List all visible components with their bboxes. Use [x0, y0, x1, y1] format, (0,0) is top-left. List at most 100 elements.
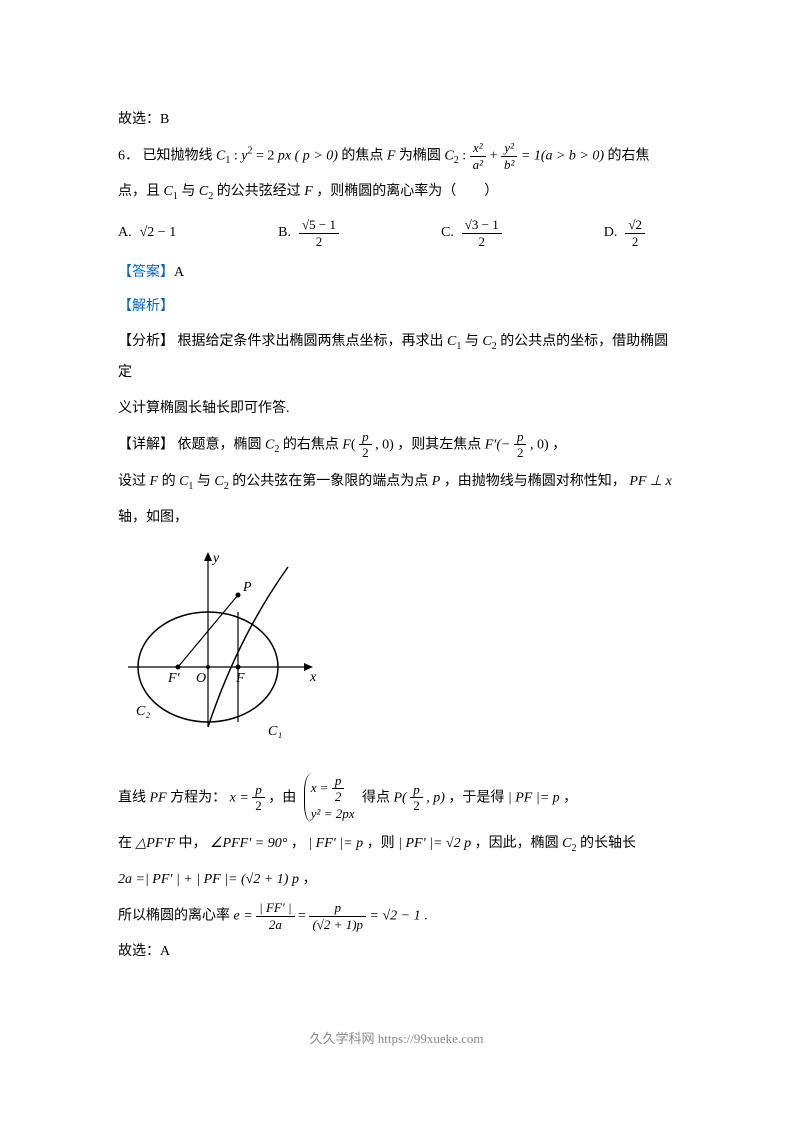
- tri-t1: 在: [118, 836, 132, 851]
- q-l2-c2: C: [199, 184, 208, 199]
- xj-f: F: [342, 437, 351, 452]
- q-l2-f: F: [304, 184, 313, 199]
- fenxi-c2: C: [482, 334, 491, 349]
- q-eq1-cond: ( p > 0): [295, 148, 338, 163]
- q-frac2-den: b²: [501, 157, 517, 173]
- fig-o: O: [196, 671, 206, 686]
- opt-b-den: 2: [299, 234, 339, 250]
- tri-c2-sub: 2: [571, 843, 576, 854]
- xj-f-zero: , 0): [375, 437, 394, 452]
- set-pf: PF ⊥ x: [629, 474, 672, 489]
- xj-f-den: 2: [359, 445, 372, 461]
- q-text1: 已知抛物线: [143, 148, 213, 163]
- ecc-t1: 所以椭圆的离心率: [118, 908, 230, 923]
- eq-frac-num: p: [252, 782, 265, 799]
- q-plus: +: [490, 148, 501, 163]
- ecc-line: 所以椭圆的离心率 e = | FF′ | 2a = p (√2 + 1)p = …: [118, 900, 675, 932]
- xiangjie-line1: 【详解】 依题意，椭圆 C2 的右焦点 F( p 2 , 0) ，则其左焦点 F…: [118, 429, 675, 461]
- fig-fp: F′: [167, 671, 181, 686]
- xj-fp-zero: , 0): [530, 437, 549, 452]
- set-p: P: [432, 474, 441, 489]
- set-t1: 设过: [118, 474, 146, 489]
- ecc-t2: .: [424, 908, 428, 923]
- eq-t1: 直线: [118, 790, 146, 805]
- q-frac1-den: a²: [470, 157, 486, 173]
- set-t2: 的: [162, 474, 176, 489]
- xj-t4: ，: [552, 437, 566, 452]
- set-line: 设过 F 的 C1 与 C2 的公共弦在第一象限的端点为点 P ，由抛物线与椭圆…: [118, 467, 675, 498]
- ecc-f1-den: 2a: [256, 917, 294, 933]
- q-l2-c1: C: [164, 184, 173, 199]
- fig-f: F: [235, 671, 245, 686]
- q-c2: C: [444, 148, 453, 163]
- analysis-label-line: 【解析】: [118, 293, 675, 321]
- axis-line: 轴，如图，: [118, 504, 675, 532]
- q-l2-t4: ，则椭圆的离心率为（ ）: [316, 184, 498, 199]
- q-frac2-num: y²: [501, 140, 517, 157]
- opt-d-num: √2: [625, 217, 645, 234]
- set-t3: 与: [197, 474, 211, 489]
- set-c2-sub: 2: [224, 481, 229, 492]
- fenxi-c1: C: [447, 334, 456, 349]
- q-eq1-sup: 2: [247, 146, 252, 157]
- ecc-e: e =: [234, 908, 257, 923]
- q-text4: 的右焦: [608, 148, 650, 163]
- xj-f-num: p: [359, 429, 372, 446]
- q-l2-t2: 与: [181, 184, 195, 199]
- q-eq2-rhs: = 1(a > b > 0): [521, 148, 604, 163]
- axis-eq: 2a =| PF′ | + | PF |= (√2 + 1) p: [118, 872, 299, 887]
- eq-t3: ，由: [268, 790, 296, 805]
- xj-fp-den: 2: [514, 445, 527, 461]
- system: x = p2 y² = 2px: [304, 773, 355, 823]
- q-l2-t1: 点，且: [118, 184, 160, 199]
- opt-c-den: 2: [462, 234, 502, 250]
- fenxi-t2: 与: [465, 334, 479, 349]
- ecc-eq2: = √2 − 1: [370, 908, 421, 923]
- eq-p-den: 2: [410, 798, 423, 814]
- eq-x: x =: [230, 790, 253, 805]
- option-d: D. √2 2: [604, 217, 645, 249]
- q-frac1-num: x²: [470, 140, 486, 157]
- eq-t4: 得点: [362, 790, 390, 805]
- eq-p: P(: [394, 790, 407, 805]
- option-c: C. √3 − 1 2: [441, 217, 502, 249]
- set-c1: C: [179, 474, 188, 489]
- question-line2: 点，且 C1 与 C2 的公共弦经过 F ，则椭圆的离心率为（ ）: [118, 178, 675, 207]
- eq-frac-den: 2: [252, 798, 265, 814]
- fig-y: y: [211, 551, 220, 566]
- figure-svg: y x P F F′ O C₁ C₂: [118, 547, 318, 747]
- axis-eq-line: 2a =| PF′ | + | PF |= (√2 + 1) p ，: [118, 866, 675, 894]
- prev-answer: 故选：B: [118, 106, 675, 134]
- eq-p-y: , p): [426, 790, 445, 805]
- fig-c2: C₂: [136, 704, 150, 719]
- answer-line: 【答案】A: [118, 259, 675, 287]
- q-number: 6．: [118, 148, 139, 163]
- tri-angle: ∠PFF′ = 90°: [210, 836, 287, 851]
- q-c1: C: [216, 148, 225, 163]
- q-l2-c2-sub: 2: [208, 191, 213, 202]
- opt-b-label: B.: [278, 219, 291, 247]
- q-frac2: y² b²: [501, 140, 517, 172]
- tri-ff: | FF′ |= p: [308, 836, 363, 851]
- final-answer: 故选：A: [118, 938, 675, 966]
- set-f: F: [150, 474, 159, 489]
- opt-c-num: √3 − 1: [462, 217, 502, 234]
- tri-t4: ，则: [367, 836, 395, 851]
- tri-t6: 的长轴长: [580, 836, 636, 851]
- analysis-label: 【解析】: [118, 299, 174, 314]
- footer: 久久学科网 https://99xueke.com: [118, 1026, 675, 1052]
- ecc-eq1: =: [298, 908, 309, 923]
- q-c1-sub: 1: [225, 155, 230, 166]
- opt-a-value: √2 − 1: [140, 219, 177, 247]
- ecc-f2-num: p: [309, 900, 366, 917]
- set-t4: 的公共弦在第一象限的端点为点: [232, 474, 428, 489]
- eq-pf-abs: | PF |= p: [508, 790, 560, 805]
- tri-pff: △PF′F: [136, 836, 179, 851]
- q-colon2: :: [462, 148, 469, 163]
- axis-text: ，: [302, 872, 316, 887]
- fenxi-t1: 根据给定条件求出椭圆两焦点坐标，再求出: [178, 334, 444, 349]
- options-row: A. √2 − 1 B. √5 − 1 2 C. √3 − 1 2 D. √2 …: [118, 217, 675, 249]
- eq-t2: 方程为：: [170, 790, 226, 805]
- figure: y x P F F′ O C₁ C₂: [118, 547, 675, 758]
- opt-d-den: 2: [625, 234, 645, 250]
